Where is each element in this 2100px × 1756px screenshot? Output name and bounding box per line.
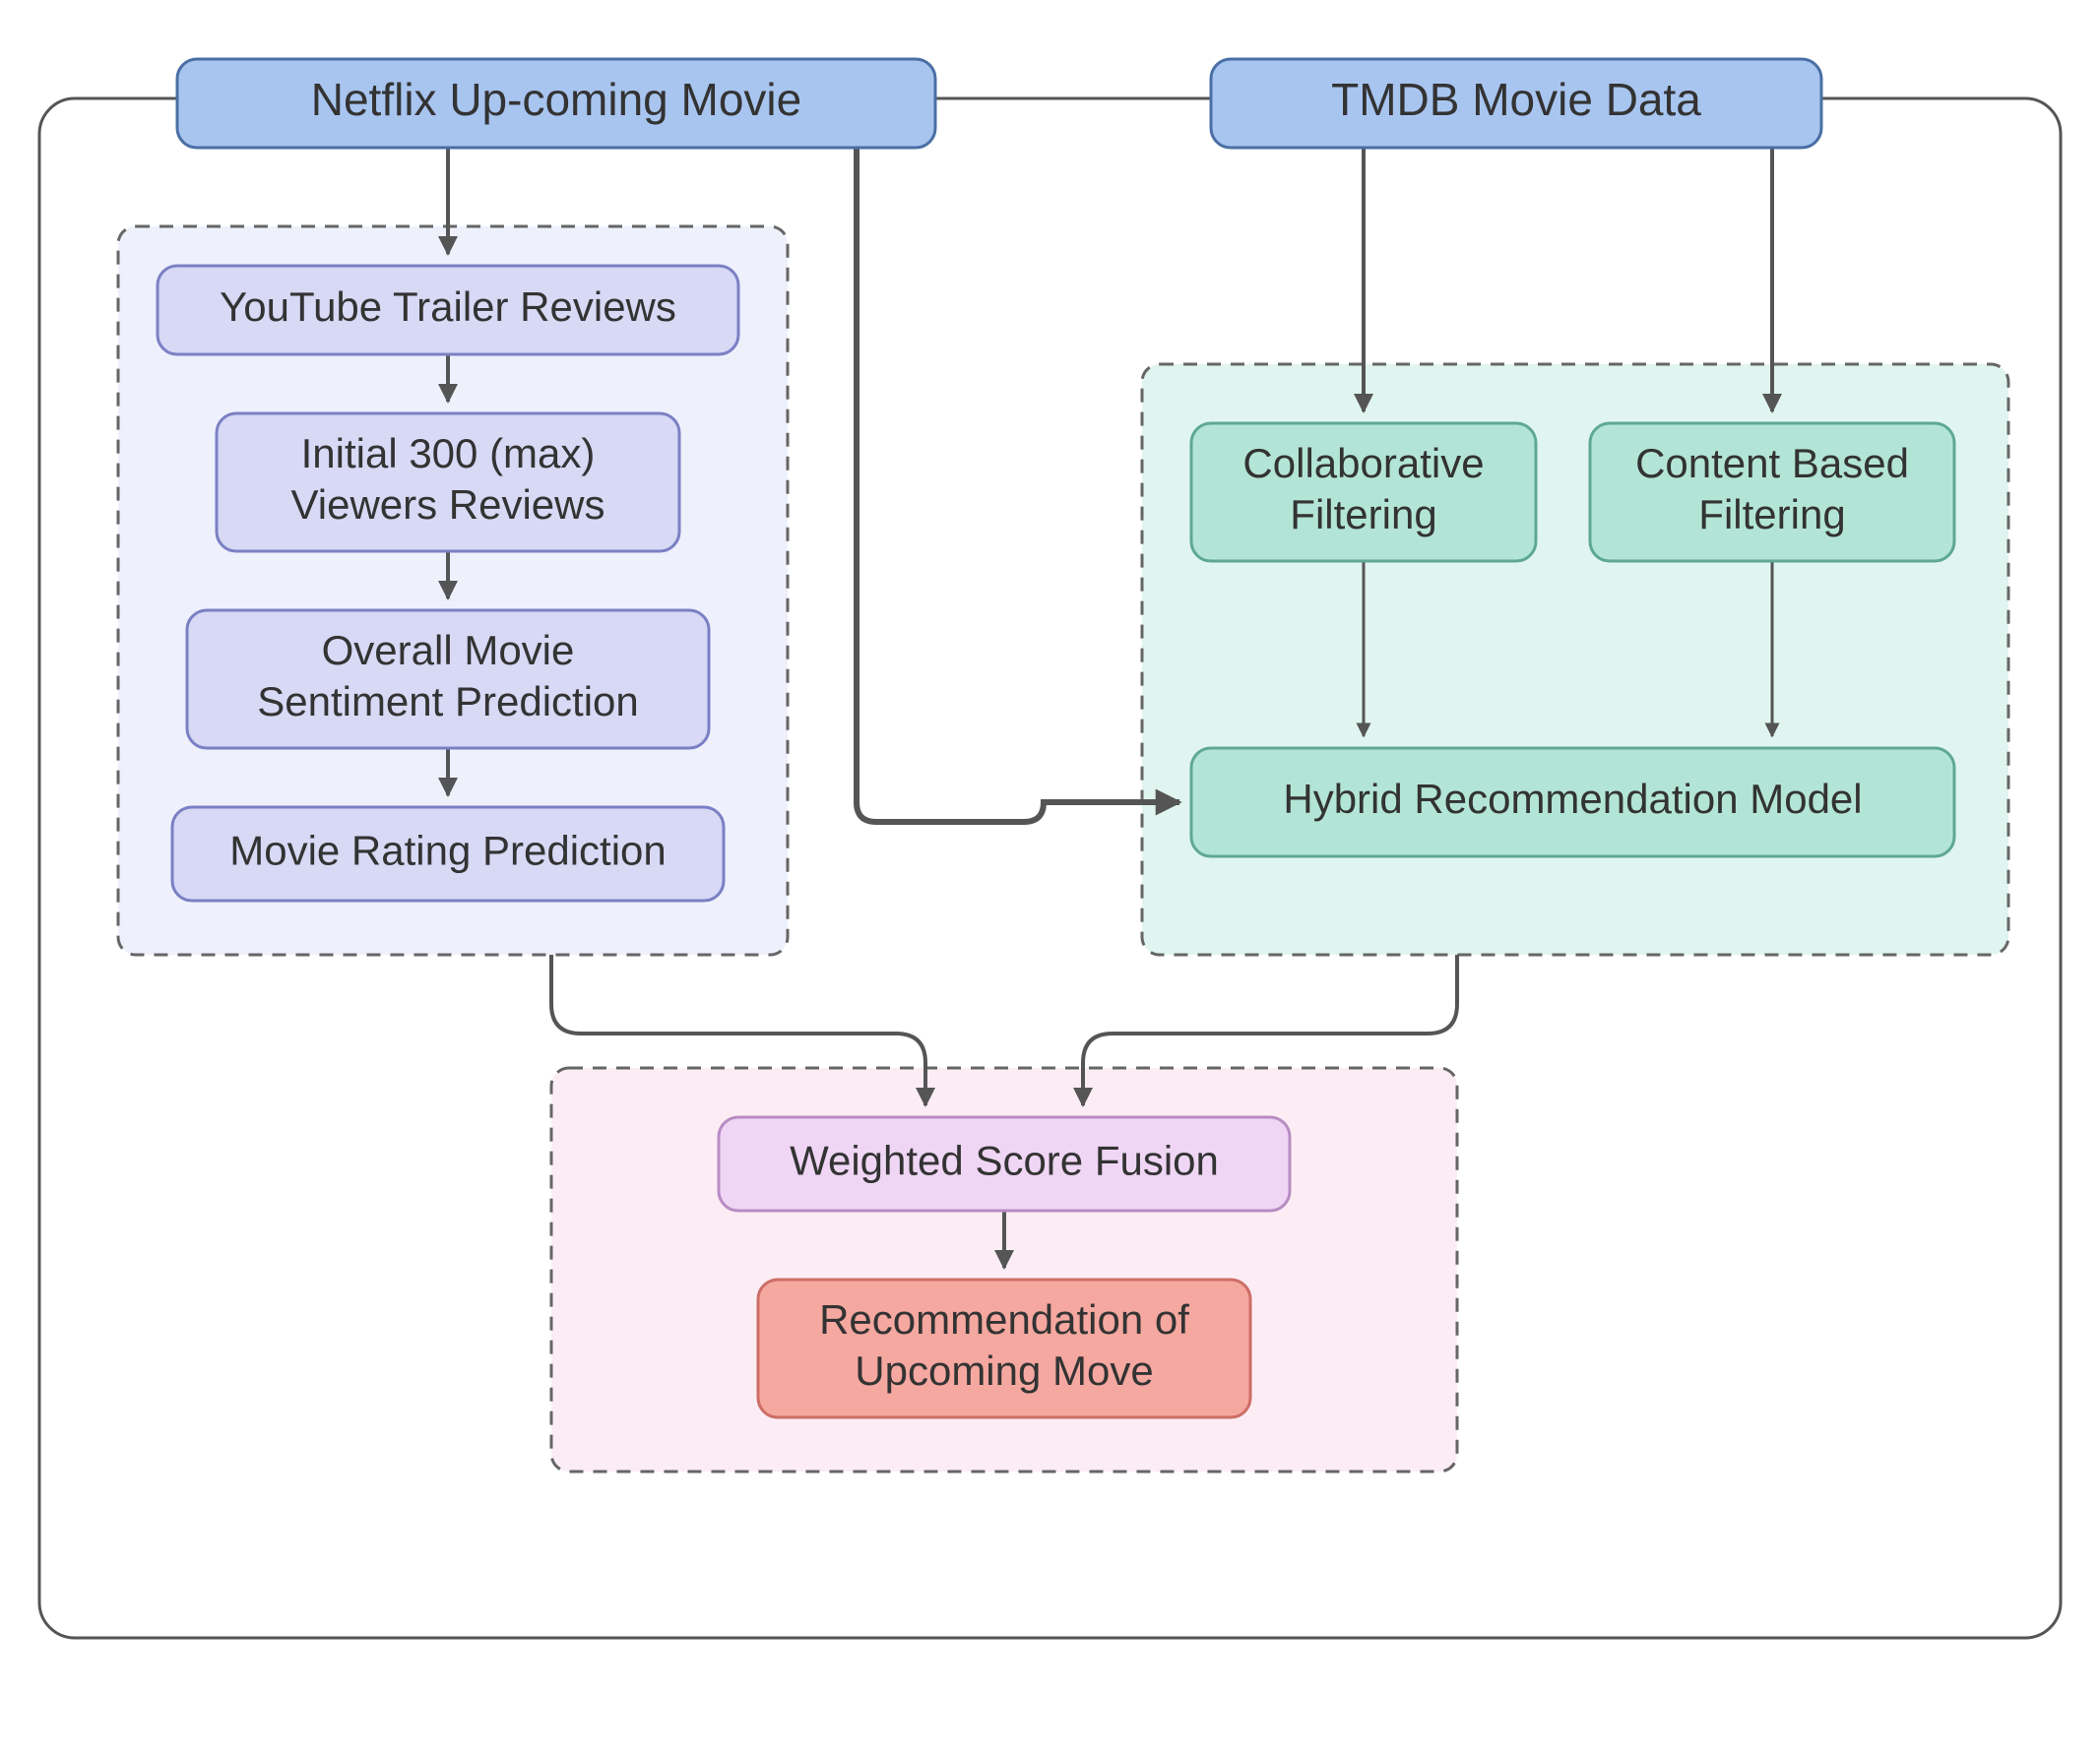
content-label: Content Based <box>1635 440 1909 486</box>
collab-label: Filtering <box>1290 491 1436 537</box>
netflix-label: Netflix Up-coming Movie <box>311 74 801 125</box>
tmdb-label: TMDB Movie Data <box>1331 74 1701 125</box>
edge-netflix-to-hybrid <box>857 148 1179 822</box>
initial300-label: Initial 300 (max) <box>301 430 596 476</box>
weighted-label: Weighted Score Fusion <box>790 1138 1219 1184</box>
flowchart-diagram: Netflix Up-coming Movie TMDB Movie Data Yo… <box>0 0 2100 1756</box>
content-label: Filtering <box>1698 491 1845 537</box>
recommend-label: Upcoming Move <box>855 1348 1153 1394</box>
recommend-label: Recommendation of <box>819 1296 1189 1343</box>
initial300-label: Viewers Reviews <box>291 481 605 528</box>
youtube-label: YouTube Trailer Reviews <box>220 283 676 330</box>
rating-label: Movie Rating Prediction <box>229 828 667 874</box>
sentiment-label: Sentiment Prediction <box>257 678 639 724</box>
hybrid-label: Hybrid Recommendation Model <box>1283 776 1862 822</box>
sentiment-label: Overall Movie <box>322 627 575 673</box>
collab-label: Collaborative <box>1242 440 1484 486</box>
